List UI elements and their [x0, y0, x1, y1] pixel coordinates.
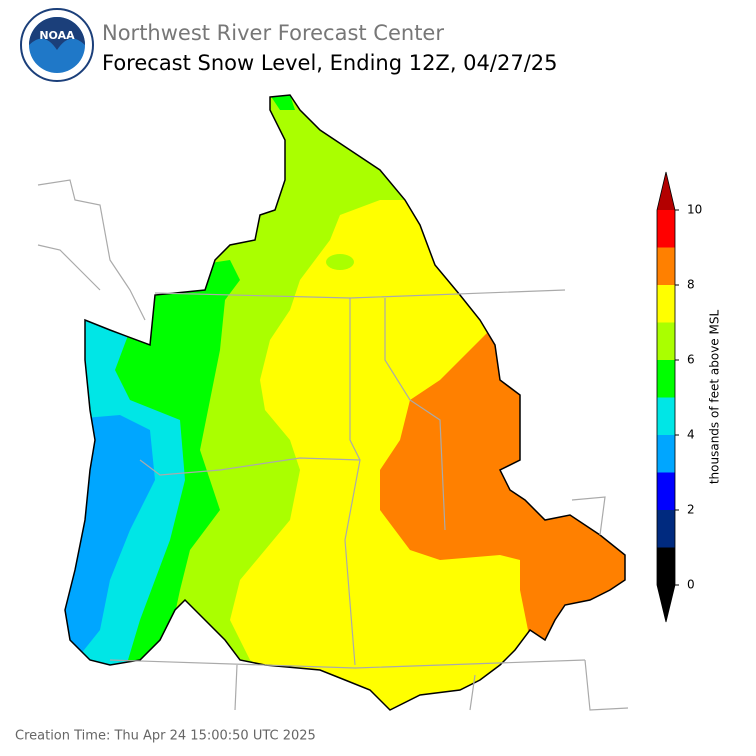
- colorbar-tick-label: 8: [687, 278, 695, 292]
- colorbar-segment: [657, 547, 675, 585]
- colorbar-label: thousands of feet above MSL: [708, 310, 722, 485]
- agency-title: Northwest River Forecast Center: [102, 21, 444, 45]
- colorbar-segment: [657, 397, 675, 435]
- colorbar: 0 2 4 6 8 10: [656, 171, 702, 623]
- colorbar-tick-label: 0: [687, 578, 695, 592]
- logo-text: NOAA: [39, 29, 75, 42]
- logo: NOAA: [20, 8, 94, 82]
- colorbar-under: [657, 585, 675, 622]
- colorbar-segment: [657, 472, 675, 510]
- creation-time: Creation Time: Thu Apr 24 15:00:50 UTC 2…: [15, 729, 316, 744]
- colorbar-segment: [657, 322, 675, 360]
- colorbar-tick-label: 2: [687, 503, 695, 517]
- colorbar-tick-label: 10: [687, 203, 702, 217]
- colorbar-tick-label: 6: [687, 353, 695, 367]
- snow-level-map: [65, 95, 625, 710]
- borders: [37, 179, 629, 711]
- colorbar-over: [657, 172, 675, 210]
- colorbar-segment: [657, 510, 675, 548]
- colorbar-segment: [657, 210, 675, 248]
- basin-outline: [64, 94, 626, 711]
- colorbar-segment: [657, 435, 675, 473]
- colorbar-segment: [657, 247, 675, 285]
- colorbar-segment: [657, 360, 675, 398]
- colorbar-segment: [657, 285, 675, 323]
- colorbar-tick-label: 4: [687, 428, 695, 442]
- map-title: Forecast Snow Level, Ending 12Z, 04/27/2…: [102, 51, 558, 75]
